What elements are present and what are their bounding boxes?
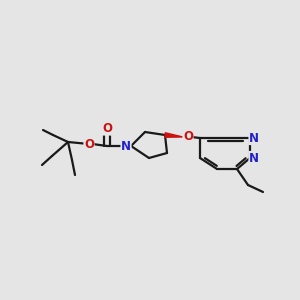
Text: N: N: [249, 152, 259, 164]
Text: O: O: [84, 137, 94, 151]
Text: N: N: [249, 131, 259, 145]
Text: O: O: [102, 122, 112, 135]
Polygon shape: [165, 133, 183, 137]
Text: N: N: [121, 140, 131, 152]
Text: O: O: [183, 130, 193, 143]
